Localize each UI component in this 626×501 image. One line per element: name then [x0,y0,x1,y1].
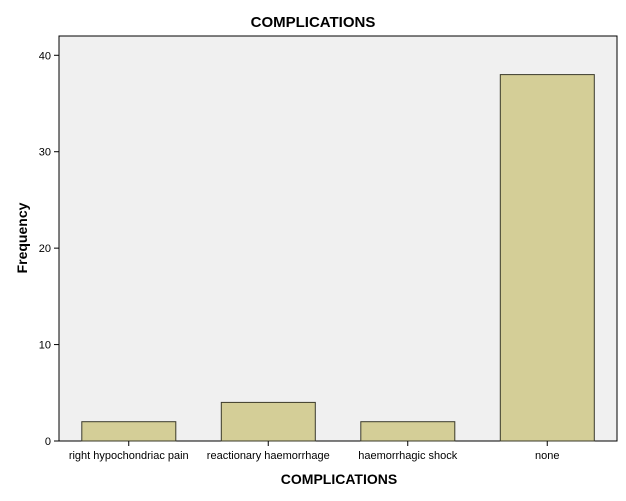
y-tick-label-3: 30 [39,147,51,159]
bar-2 [360,421,456,442]
axis-layer: right hypochondriac pain reactionary haem… [39,50,560,462]
x-tick-label-1: reactionary haemorrhage [207,450,330,462]
x-tick-label-2: haemorrhagic shock [358,450,458,462]
y-tick-label-0: 0 [45,436,51,448]
x-tick-label-0: right hypochondriac pain [69,450,189,462]
y-tick-label-2: 20 [39,243,51,255]
bar-3 [499,74,595,442]
y-tick-label-1: 10 [39,340,51,352]
x-axis-title: COMPLICATIONS [281,471,397,487]
y-tick-label-4: 40 [39,50,51,62]
bar-1 [220,401,316,442]
x-tick-label-3: none [535,450,559,462]
bars-layer [81,74,595,442]
chart-title: COMPLICATIONS [251,14,376,31]
bar-0 [81,421,177,442]
y-axis-title: Frequency [14,202,30,273]
